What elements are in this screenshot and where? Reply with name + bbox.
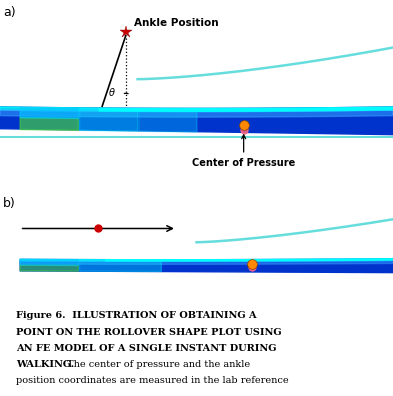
Text: The center of pressure and the ankle: The center of pressure and the ankle [67,360,250,369]
Text: Center of Pressure: Center of Pressure [192,135,295,168]
Text: WALKING.: WALKING. [16,360,74,369]
Text: AN FE MODEL OF A SINGLE INSTANT DURING: AN FE MODEL OF A SINGLE INSTANT DURING [16,344,276,353]
Text: Figure 6.  ILLUSTRATION OF OBTAINING A: Figure 6. ILLUSTRATION OF OBTAINING A [16,311,256,320]
Text: Ankle Position: Ankle Position [134,18,218,28]
Text: b): b) [3,198,16,211]
Text: POINT ON THE ROLLOVER SHAPE PLOT USING: POINT ON THE ROLLOVER SHAPE PLOT USING [16,327,281,337]
Text: position coordinates are measured in the lab reference: position coordinates are measured in the… [16,376,288,385]
Text: θ: θ [109,88,115,97]
Text: a): a) [3,6,16,19]
